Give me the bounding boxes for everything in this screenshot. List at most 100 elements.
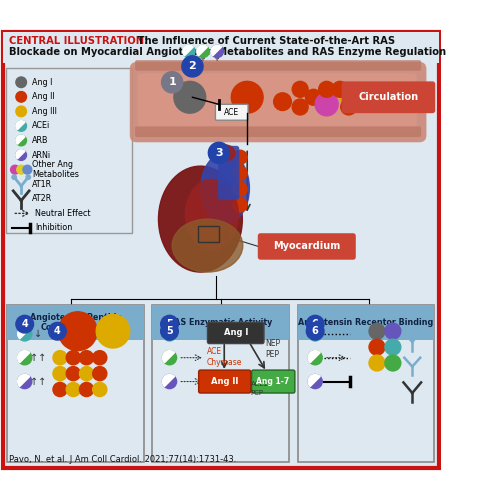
Wedge shape xyxy=(16,120,25,130)
Text: 4: 4 xyxy=(22,319,28,329)
Circle shape xyxy=(208,142,230,164)
FancyBboxPatch shape xyxy=(152,304,288,462)
Wedge shape xyxy=(197,45,207,56)
Wedge shape xyxy=(18,350,29,362)
Circle shape xyxy=(182,56,203,77)
Circle shape xyxy=(341,99,356,115)
Text: CENTRAL ILLUSTRATION:: CENTRAL ILLUSTRATION: xyxy=(9,36,148,46)
Text: Myocardium: Myocardium xyxy=(272,242,340,252)
Circle shape xyxy=(160,322,178,340)
Circle shape xyxy=(292,99,308,115)
FancyBboxPatch shape xyxy=(198,370,250,393)
FancyBboxPatch shape xyxy=(7,304,144,462)
Ellipse shape xyxy=(158,166,242,272)
Circle shape xyxy=(16,135,26,146)
Text: The Influence of Current State-of-the-Art RAS: The Influence of Current State-of-the-Ar… xyxy=(134,36,396,46)
Wedge shape xyxy=(162,374,174,386)
Circle shape xyxy=(26,175,30,180)
FancyBboxPatch shape xyxy=(218,146,240,200)
Circle shape xyxy=(160,316,178,333)
Wedge shape xyxy=(162,350,174,362)
Circle shape xyxy=(66,366,80,380)
Text: ARB: ARB xyxy=(32,136,48,145)
Text: Ang II: Ang II xyxy=(210,377,238,386)
FancyBboxPatch shape xyxy=(342,82,435,113)
Circle shape xyxy=(53,366,67,380)
Text: Angiotensin Receptor Binding: Angiotensin Receptor Binding xyxy=(298,318,434,327)
Text: Ang 1-7: Ang 1-7 xyxy=(256,377,290,386)
Circle shape xyxy=(16,77,26,88)
Circle shape xyxy=(308,374,322,388)
Circle shape xyxy=(53,382,67,396)
Text: AT1R: AT1R xyxy=(32,180,52,188)
Circle shape xyxy=(66,382,80,396)
Circle shape xyxy=(233,166,247,180)
Text: Other Ang
Metabolites: Other Ang Metabolites xyxy=(32,160,78,180)
FancyBboxPatch shape xyxy=(135,60,421,71)
Text: RAS Enzymatic Activity: RAS Enzymatic Activity xyxy=(168,318,272,327)
Circle shape xyxy=(182,45,195,58)
Circle shape xyxy=(16,150,26,160)
Circle shape xyxy=(16,120,26,132)
Circle shape xyxy=(340,88,357,106)
Circle shape xyxy=(18,327,32,341)
Circle shape xyxy=(48,322,66,340)
Text: Ang II: Ang II xyxy=(32,92,54,102)
Text: ACE: ACE xyxy=(224,108,239,117)
Wedge shape xyxy=(211,45,222,56)
Wedge shape xyxy=(16,135,25,144)
Text: ACE: ACE xyxy=(206,347,222,356)
Text: Blockade on Myocardial Angiotensin Metabolites and RAS Enzyme Regulation: Blockade on Myocardial Angiotensin Metab… xyxy=(9,47,446,57)
Circle shape xyxy=(274,93,291,110)
Circle shape xyxy=(162,327,176,341)
FancyBboxPatch shape xyxy=(208,322,264,344)
Text: ACE2: ACE2 xyxy=(250,381,269,387)
Wedge shape xyxy=(18,374,29,386)
Text: 6: 6 xyxy=(312,326,318,336)
Circle shape xyxy=(23,165,32,174)
Text: Inhibition: Inhibition xyxy=(36,224,72,232)
Circle shape xyxy=(17,165,25,174)
Text: ↑↑: ↑↑ xyxy=(30,352,46,362)
Text: AT2R: AT2R xyxy=(32,194,52,203)
Circle shape xyxy=(197,45,209,58)
Text: Ang III: Ang III xyxy=(32,107,56,116)
Wedge shape xyxy=(182,45,194,56)
Circle shape xyxy=(292,82,308,98)
Text: NEP: NEP xyxy=(265,339,280,348)
Text: 5: 5 xyxy=(166,319,173,329)
FancyBboxPatch shape xyxy=(2,32,439,468)
FancyBboxPatch shape xyxy=(2,32,439,63)
Circle shape xyxy=(306,322,324,340)
Circle shape xyxy=(369,339,385,355)
Circle shape xyxy=(315,93,338,116)
Circle shape xyxy=(369,324,385,339)
Ellipse shape xyxy=(172,219,243,272)
Circle shape xyxy=(232,82,263,113)
Circle shape xyxy=(80,382,94,396)
Circle shape xyxy=(385,355,401,371)
Text: Chymase: Chymase xyxy=(206,358,242,366)
Wedge shape xyxy=(308,327,320,339)
Wedge shape xyxy=(308,374,320,386)
Text: 4: 4 xyxy=(54,326,61,336)
Text: PCP: PCP xyxy=(250,390,264,396)
Circle shape xyxy=(369,355,385,371)
Wedge shape xyxy=(16,150,25,159)
Circle shape xyxy=(12,175,16,180)
Text: 5: 5 xyxy=(166,326,173,336)
Text: ARNi: ARNi xyxy=(32,150,51,160)
Wedge shape xyxy=(18,327,29,339)
Text: 3: 3 xyxy=(215,148,223,158)
Wedge shape xyxy=(162,327,174,339)
FancyBboxPatch shape xyxy=(152,304,288,340)
FancyBboxPatch shape xyxy=(7,304,144,340)
Circle shape xyxy=(233,150,247,164)
Circle shape xyxy=(92,382,107,396)
Text: 6: 6 xyxy=(312,319,318,329)
Circle shape xyxy=(162,72,182,93)
Circle shape xyxy=(233,182,247,196)
Circle shape xyxy=(58,312,97,350)
Circle shape xyxy=(174,82,206,113)
Circle shape xyxy=(233,198,247,212)
